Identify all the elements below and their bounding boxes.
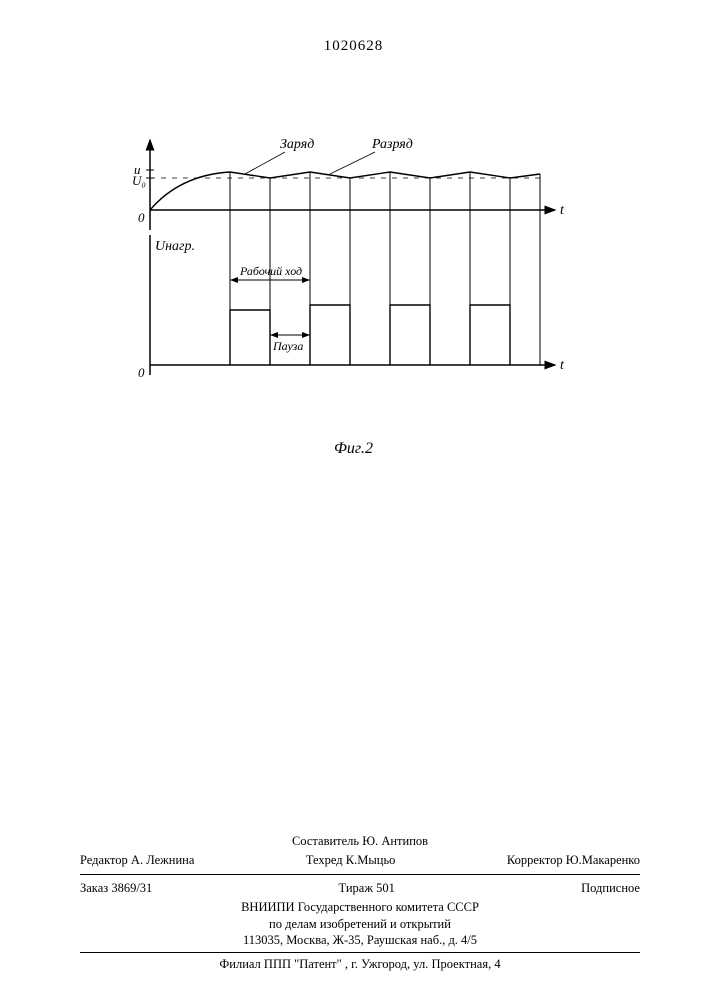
corrector-label: Корректор: [507, 853, 563, 867]
org-line-1: ВНИИПИ Государственного комитета СССР: [80, 899, 640, 916]
techred-name: К.Мыцьо: [346, 853, 396, 867]
divider-1: [80, 874, 640, 875]
figure-2: Заряд Разряд u U₀ 0 t Uнагр. 0 t Рабочий…: [110, 130, 580, 430]
label-charge: Заряд: [280, 137, 314, 152]
label-origin-bottom: 0: [138, 365, 145, 380]
corrector-name: Ю.Макаренко: [566, 853, 640, 867]
tirage-value: 501: [376, 881, 395, 895]
label-working-stroke: Рабочий ход: [239, 264, 302, 278]
tirage-label: Тираж: [339, 881, 373, 895]
label-discharge: Разряд: [371, 137, 413, 152]
compiler-label: Составитель: [292, 834, 359, 848]
label-u0: U₀: [132, 173, 146, 188]
org-line-2: по делам изобретений и открытий: [80, 916, 640, 933]
order-label: Заказ: [80, 881, 108, 895]
colophon-block: Составитель Ю. Антипов Редактор А. Лежни…: [80, 833, 640, 973]
document-number: 1020628: [0, 38, 707, 55]
compiler-name: Ю. Антипов: [362, 834, 428, 848]
figure-caption: Фиг.2: [0, 440, 707, 458]
label-pause: Пауза: [272, 339, 303, 353]
label-t-upper: t: [560, 203, 565, 218]
pulse-2: [310, 305, 350, 365]
pulse-1: [230, 310, 270, 365]
divider-2: [80, 952, 640, 953]
techred-label: Техред: [306, 853, 343, 867]
label-u-load: Uнагр.: [155, 239, 195, 254]
editor-name: А. Лежнина: [131, 853, 194, 867]
subscription: Подписное: [581, 880, 640, 897]
pulse-3: [390, 305, 430, 365]
pulse-4: [470, 305, 510, 365]
order-value: 3869/31: [111, 881, 152, 895]
label-origin-top: 0: [138, 210, 145, 225]
branch-line: Филиал ППП "Патент" , г. Ужгород, ул. Пр…: [80, 956, 640, 973]
address-1: 113035, Москва, Ж-35, Раушская наб., д. …: [80, 932, 640, 949]
label-t-lower: t: [560, 358, 565, 373]
editor-label: Редактор: [80, 853, 128, 867]
